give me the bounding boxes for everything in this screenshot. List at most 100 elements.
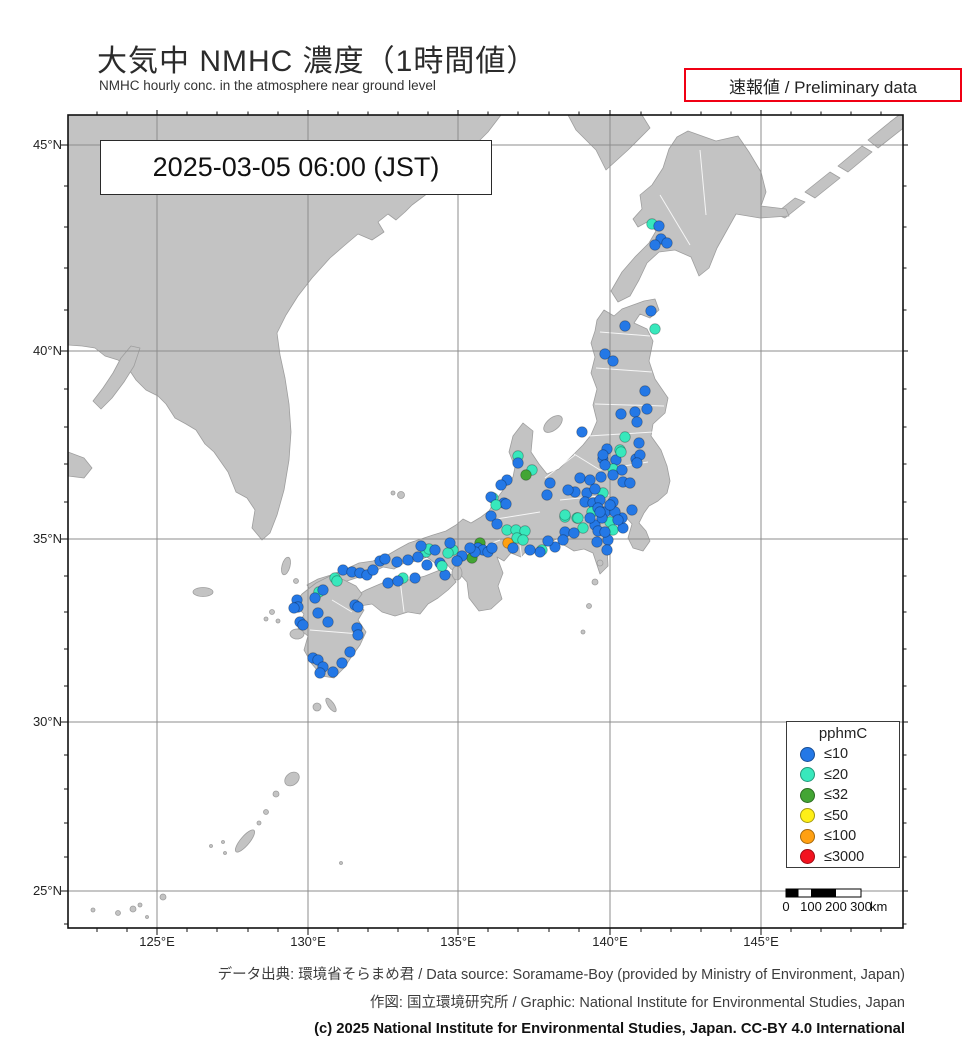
legend-dot-icon bbox=[800, 746, 815, 762]
station-dot bbox=[391, 556, 403, 568]
station-dot bbox=[568, 527, 580, 539]
station-dot bbox=[577, 522, 589, 534]
station-dot bbox=[451, 555, 463, 567]
station-dot bbox=[317, 584, 329, 596]
scalebar-label: 100 bbox=[800, 899, 822, 914]
station-dot bbox=[576, 426, 588, 438]
map-frame-border bbox=[67, 114, 904, 929]
footer-data-source: データ出典: 環境省そらまめ君 / Data source: Soramame-… bbox=[217, 967, 905, 983]
station-dot bbox=[517, 534, 529, 546]
legend-label: ≤20 bbox=[824, 766, 849, 783]
station-dot bbox=[591, 536, 603, 548]
lat-axis-label: 40°N bbox=[32, 343, 62, 358]
station-dot bbox=[336, 657, 348, 669]
station-dot bbox=[534, 546, 546, 558]
land-shikoku bbox=[354, 569, 457, 617]
lat-axis-label: 35°N bbox=[32, 531, 62, 546]
station-dot bbox=[314, 667, 326, 679]
station-dot bbox=[312, 607, 324, 619]
datetime-label: 2025-03-05 06:00 (JST) bbox=[152, 152, 440, 182]
station-dot bbox=[491, 518, 503, 530]
station-dot bbox=[512, 457, 524, 469]
land-hokkaido bbox=[610, 130, 790, 303]
station-dot bbox=[544, 477, 556, 489]
legend-dot-icon bbox=[800, 808, 815, 824]
legend-item: ≤10 bbox=[787, 744, 899, 765]
footer-graphic-credit: 作図: 国立環境研究所 / Graphic: National Institut… bbox=[369, 995, 905, 1011]
land-continent bbox=[68, 115, 502, 541]
datetime-box: 2025-03-05 06:00 (JST) bbox=[100, 140, 492, 195]
station-dot bbox=[486, 542, 498, 554]
station-dot bbox=[639, 385, 651, 397]
station-dot bbox=[485, 491, 497, 503]
lon-axis-label: 130°E bbox=[290, 934, 326, 949]
scalebar-label: 300 bbox=[850, 899, 872, 914]
station-dot bbox=[616, 464, 628, 476]
station-dot bbox=[415, 540, 427, 552]
station-dot bbox=[645, 305, 657, 317]
station-dot bbox=[379, 553, 391, 565]
station-dot bbox=[633, 437, 645, 449]
station-dot bbox=[607, 355, 619, 367]
station-dot bbox=[352, 601, 364, 613]
lon-axis-label: 145°E bbox=[743, 934, 779, 949]
station-dot bbox=[653, 220, 665, 232]
station-dot bbox=[382, 577, 394, 589]
scalebar-segment bbox=[836, 889, 861, 897]
legend-label: ≤10 bbox=[824, 746, 849, 763]
lat-axis-label: 25°N bbox=[32, 883, 62, 898]
legend: pphmC ≤10 ≤20 ≤32 ≤50 ≤100 ≤3000 bbox=[786, 721, 900, 868]
station-dot bbox=[524, 544, 536, 556]
station-dot bbox=[309, 592, 321, 604]
station-dot bbox=[629, 406, 641, 418]
station-dot bbox=[601, 544, 613, 556]
station-dot bbox=[322, 616, 334, 628]
lat-axis-label: 30°N bbox=[32, 714, 62, 729]
page-title: 大気中 NMHC 濃度（1時間値） bbox=[97, 45, 538, 78]
legend-dot-icon bbox=[800, 767, 815, 783]
station-dot bbox=[584, 474, 596, 486]
station-dots bbox=[288, 218, 673, 679]
legend-item: ≤50 bbox=[787, 806, 899, 827]
lon-axis-label: 125°E bbox=[139, 934, 175, 949]
station-dot bbox=[402, 554, 414, 566]
station-dot bbox=[442, 547, 454, 559]
station-dot bbox=[520, 469, 532, 481]
station-dot bbox=[485, 510, 497, 522]
station-dot bbox=[412, 551, 424, 563]
legend-label: ≤50 bbox=[824, 807, 849, 824]
station-dot bbox=[612, 514, 624, 526]
station-dot bbox=[584, 512, 596, 524]
station-dot bbox=[649, 323, 661, 335]
legend-dot-icon bbox=[800, 828, 815, 844]
station-dot bbox=[641, 403, 653, 415]
station-dot bbox=[352, 629, 364, 641]
station-dot bbox=[595, 471, 607, 483]
preliminary-data-label: 速報値 / Preliminary data bbox=[729, 77, 917, 97]
station-dot bbox=[331, 575, 343, 587]
scalebar-label: 200 bbox=[825, 899, 847, 914]
station-dot bbox=[599, 459, 611, 471]
station-dot bbox=[631, 416, 643, 428]
station-dot bbox=[607, 469, 619, 481]
station-dot bbox=[444, 537, 456, 549]
lon-axis-label: 140°E bbox=[592, 934, 628, 949]
station-dot bbox=[626, 504, 638, 516]
station-dot bbox=[495, 479, 507, 491]
station-dot bbox=[288, 602, 300, 614]
land-liaodong bbox=[92, 345, 141, 410]
legend-label: ≤32 bbox=[824, 787, 849, 804]
station-dot bbox=[436, 560, 448, 572]
station-dot bbox=[541, 489, 553, 501]
station-dot bbox=[661, 237, 673, 249]
japan-map bbox=[61, 110, 908, 935]
station-dot bbox=[589, 483, 601, 495]
station-dot bbox=[542, 535, 554, 547]
lon-axis-label: 135°E bbox=[440, 934, 476, 949]
lat-axis-label: 45°N bbox=[32, 137, 62, 152]
station-dot bbox=[327, 666, 339, 678]
page-subtitle: NMHC hourly conc. in the atmosphere near… bbox=[99, 78, 436, 93]
station-dot bbox=[559, 509, 571, 521]
station-dot bbox=[490, 499, 502, 511]
